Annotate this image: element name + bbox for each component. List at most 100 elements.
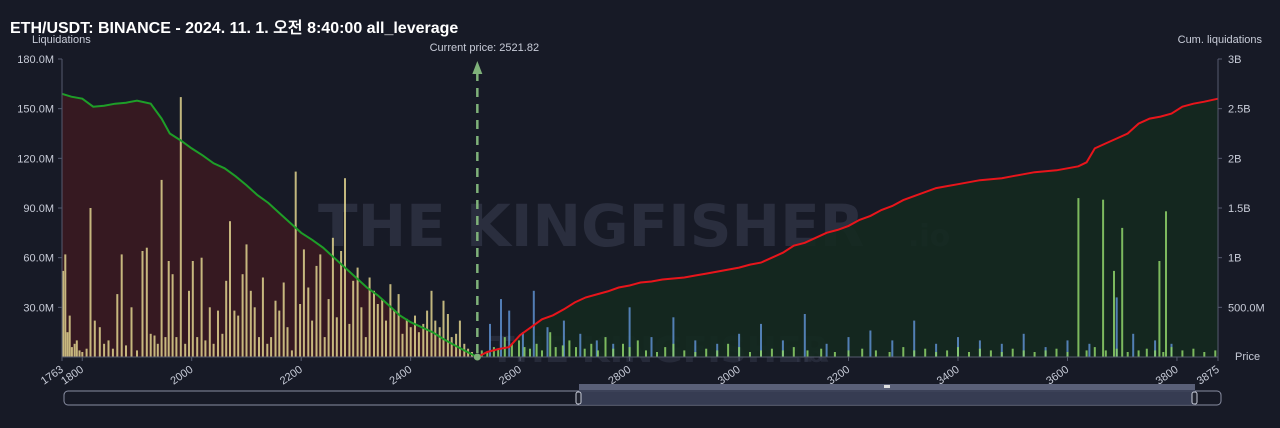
scrollbar-right-handle[interactable] [1191, 391, 1198, 405]
short-liquidation-bar [575, 347, 577, 357]
long-liquidation-bar [70, 347, 73, 357]
short-liquidation-bar-blue [1154, 340, 1157, 357]
long-liquidation-bar [340, 251, 343, 357]
long-liquidation-bar [120, 254, 123, 357]
y-left-tick-label: 120.0M [17, 153, 54, 165]
short-liquidation-bar-tall [1165, 211, 1167, 357]
long-liquidation-bar [188, 290, 190, 357]
long-liquidation-bar [241, 274, 244, 357]
long-liquidation-bar [434, 320, 437, 357]
current-price-label: Current price: 2521.82 [430, 42, 539, 54]
short-liquidation-bar [1011, 348, 1014, 357]
y-left-tick-label: 150.0M [17, 104, 54, 116]
long-liquidation-bar [153, 335, 156, 357]
short-liquidation-bar [781, 350, 784, 357]
long-liquidation-bar [75, 340, 78, 357]
short-liquidation-bar [1022, 350, 1025, 357]
long-liquidation-bar [307, 287, 310, 357]
short-liquidation-bar [1154, 350, 1157, 357]
short-liquidation-bar [541, 350, 543, 357]
x-tick-label: 2200 [278, 364, 305, 388]
long-liquidation-bar [360, 307, 363, 357]
short-liquidation-bar [628, 347, 631, 357]
long-liquidation-bar [282, 282, 285, 357]
cum-long-area [62, 93, 478, 358]
short-liquidation-bar [549, 332, 552, 357]
long-liquidation-bar [221, 333, 224, 357]
short-liquidation-bar [716, 350, 719, 357]
short-liquidation-bar [957, 347, 959, 357]
long-liquidation-bar [319, 254, 322, 357]
chart-title: ETH/USDT: BINANCE - 2024. 11. 1. 오전 8:40… [10, 20, 459, 37]
y-left-tick-label: 30.0M [23, 302, 54, 314]
short-liquidation-bar-tall [1158, 261, 1161, 357]
short-liquidation-bar [888, 352, 891, 357]
long-liquidation-bar [249, 290, 252, 357]
x-tick-label: 3800 [1154, 364, 1181, 388]
long-liquidation-bar [385, 320, 387, 357]
short-liquidation-bar [946, 350, 949, 357]
range-scrollbar[interactable] [63, 384, 1222, 406]
long-liquidation-bar [381, 299, 384, 357]
short-liquidation-bar [645, 350, 647, 357]
long-liquidation-bar [315, 265, 318, 357]
short-liquidation-bar [1181, 350, 1184, 357]
long-liquidation-bar [352, 280, 355, 357]
short-liquidation-bar [1033, 352, 1036, 357]
long-liquidation-bar [66, 332, 69, 357]
long-liquidation-bar [167, 261, 170, 357]
short-liquidation-bar [727, 343, 730, 357]
short-liquidation-bar-blue [650, 337, 653, 357]
short-liquidation-bar [518, 340, 520, 357]
short-liquidation-bar-blue [595, 340, 598, 357]
cumulative-fills [62, 93, 1218, 358]
y-right-tick-label: 3B [1228, 54, 1241, 66]
short-liquidation-bar [989, 350, 992, 357]
short-liquidation-bar [1214, 350, 1217, 357]
x-tick-label: 3200 [825, 364, 852, 388]
short-liquidation-bar-tall [1113, 270, 1115, 357]
short-liquidation-bar [596, 350, 599, 357]
long-liquidation-bar [229, 221, 231, 357]
long-liquidation-bar [160, 179, 163, 357]
x-tick-label: 1800 [59, 364, 86, 388]
short-liquidation-bar [1137, 350, 1140, 357]
long-liquidation-bar [290, 350, 293, 357]
short-liquidation-bar-blue [489, 323, 491, 357]
current-price-dot [473, 353, 481, 361]
long-liquidation-bar [111, 348, 114, 357]
short-liquidation-bar-blue [760, 323, 762, 357]
long-liquidation-bar [171, 274, 174, 357]
short-liquidation-bar [656, 352, 658, 357]
short-liquidation-bar [672, 343, 675, 357]
y-left-axis-title: Liquidations [32, 34, 91, 46]
scrollbar-left-handle[interactable] [575, 391, 582, 405]
short-liquidation-bar [902, 347, 905, 357]
short-liquidation-bar-blue [694, 340, 697, 357]
long-liquidation-bar [393, 310, 396, 357]
short-liquidation-bar [1170, 347, 1173, 357]
short-liquidation-bar-blue [579, 333, 582, 357]
long-liquidation-bar [184, 343, 187, 357]
long-liquidation-bar [130, 307, 133, 357]
short-liquidation-bar [749, 352, 751, 357]
long-liquidation-bar [368, 277, 371, 357]
short-liquidation-bar [636, 340, 639, 357]
long-liquidation-bar [89, 208, 92, 357]
short-liquidation-bar-blue [935, 343, 938, 357]
short-liquidation-bar [561, 345, 564, 357]
long-liquidation-bar [446, 314, 449, 357]
short-liquidation-bar [604, 337, 607, 357]
long-liquidation-bar [245, 244, 248, 357]
short-liquidation-bar [1126, 352, 1129, 357]
current-price-marker: Current price: 2521.82 [430, 42, 539, 361]
y-right-tick-label: 500.0M [1228, 302, 1265, 314]
long-liquidation-bar [149, 333, 152, 357]
short-liquidation-bar-blue [1000, 343, 1003, 357]
short-liquidation-bar-blue [1132, 333, 1135, 357]
short-liquidation-bar [968, 352, 970, 357]
short-liquidation-bar [1000, 352, 1003, 357]
short-liquidation-bar-blue [628, 307, 631, 357]
cum-short-area [477, 98, 1218, 357]
